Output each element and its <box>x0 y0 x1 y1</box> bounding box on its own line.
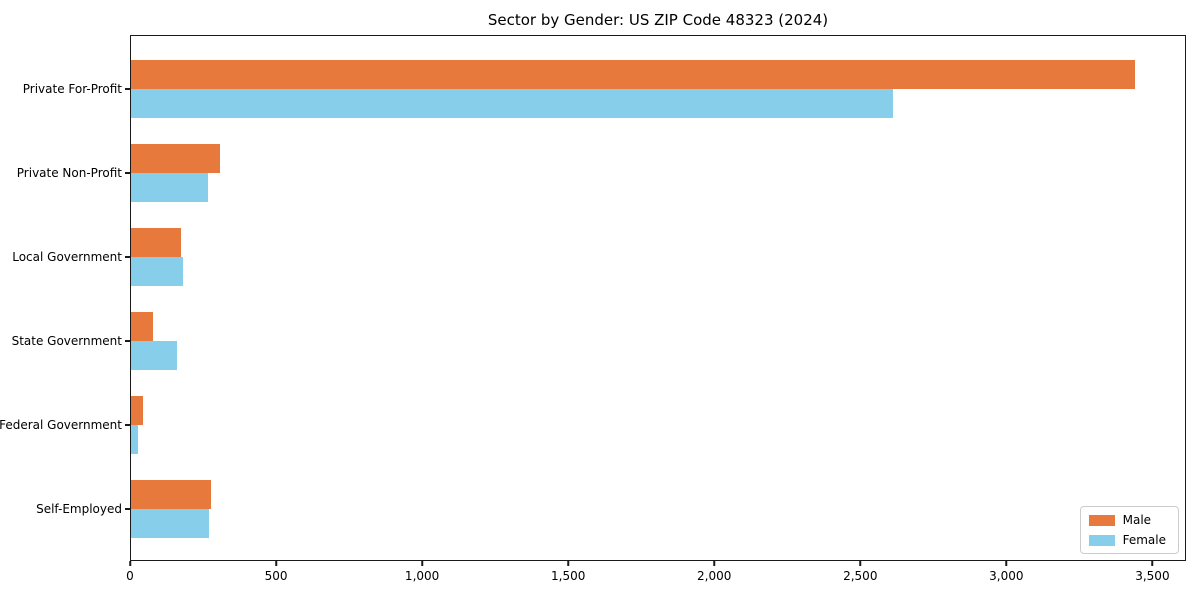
bar-male-federal-government <box>131 396 143 425</box>
y-tick-mark-local-government <box>124 256 130 258</box>
category-label-private-for-profit: Private For-Profit <box>22 82 122 96</box>
legend-item-male: Male <box>1088 513 1166 527</box>
x-tick-mark-3000 <box>1005 561 1008 566</box>
x-tick-label-2000: 2,000 <box>697 569 732 583</box>
x-tick-mark-0 <box>129 561 131 566</box>
bar-male-self-employed <box>131 480 212 509</box>
x-tick-label-1000: 1,000 <box>404 569 440 583</box>
bar-female-federal-government <box>131 425 138 454</box>
bar-male-state-government <box>131 312 153 341</box>
x-tick-mark-2500 <box>859 561 862 566</box>
y-tick-mark-federal-government <box>124 424 130 426</box>
chart-title: Sector by Gender: US ZIP Code 48323 (202… <box>487 11 829 29</box>
legend-swatch-male <box>1088 514 1115 526</box>
x-tick-label-500: 500 <box>264 569 288 583</box>
x-tick-label-1500: 1,500 <box>550 569 586 583</box>
bar-male-local-government <box>131 228 182 257</box>
category-label-federal-government: Federal Government <box>0 418 122 432</box>
y-tick-mark-private-non-profit <box>124 172 130 174</box>
bar-female-private-for-profit <box>131 89 893 118</box>
y-tick-mark-state-government <box>124 340 130 342</box>
bar-female-local-government <box>131 257 183 286</box>
x-tick-label-0: 0 <box>126 569 134 583</box>
x-tick-mark-3500 <box>1151 561 1154 566</box>
bar-female-private-non-profit <box>131 173 208 202</box>
legend-label-female: Female <box>1122 533 1166 547</box>
bar-female-self-employed <box>131 509 210 538</box>
x-tick-label-2500: 2,500 <box>843 569 878 583</box>
bar-male-private-for-profit <box>131 60 1136 89</box>
legend-item-female: Female <box>1088 533 1166 547</box>
plot-area: Male Female Private For-Profit Private Non… <box>0 35 1186 561</box>
legend: Male Female <box>1079 506 1179 554</box>
x-tick-label-3500: 3,500 <box>1135 569 1170 583</box>
x-axis: 0 500 1,000 1,500 2,000 2,500 3,000 3,500 <box>126 561 1186 591</box>
legend-swatch-female <box>1088 534 1115 546</box>
bar-female-state-government <box>131 341 178 370</box>
x-tick-mark-2000 <box>713 561 715 566</box>
category-label-private-non-profit: Private Non-Profit <box>16 166 122 180</box>
y-tick-mark-private-for-profit <box>124 88 130 90</box>
category-label-self-employed: Self-Employed <box>36 502 122 516</box>
bar-male-private-non-profit <box>131 144 220 173</box>
legend-label-male: Male <box>1122 513 1152 527</box>
y-tick-mark-self-employed <box>124 508 130 510</box>
x-tick-label-3000: 3,000 <box>989 569 1024 583</box>
category-label-local-government: Local Government <box>12 250 122 264</box>
category-label-state-government: State Government <box>11 334 122 348</box>
x-tick-mark-500 <box>275 561 277 566</box>
x-tick-mark-1500 <box>567 561 569 566</box>
x-tick-mark-1000 <box>421 561 423 566</box>
